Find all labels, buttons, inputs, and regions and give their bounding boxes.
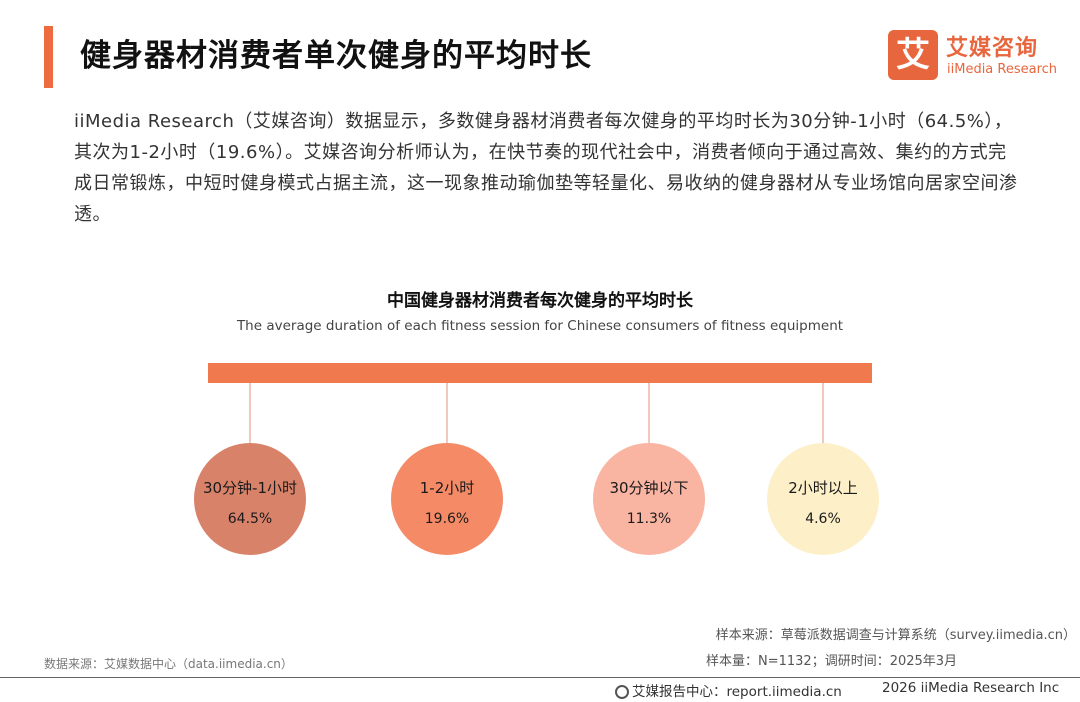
- title-accent-bar: [44, 26, 53, 88]
- bubble-value-label: 19.6%: [425, 511, 469, 527]
- bubble-value-label: 11.3%: [627, 511, 671, 527]
- bubble-category-label: 1-2小时: [420, 479, 475, 497]
- bubble: [194, 443, 306, 555]
- footer-divider: [0, 677, 1080, 678]
- sample-source: 样本来源：草莓派数据调查与计算系统（survey.iimedia.cn）: [715, 628, 1076, 643]
- iimedia-logo-icon: 艾: [888, 30, 938, 80]
- bubble-category-label: 30分钟以下: [609, 479, 688, 497]
- chart-title: 中国健身器材消费者每次健身的平均时长: [387, 291, 693, 311]
- globe-icon: [615, 685, 629, 699]
- bubble-value-label: 64.5%: [228, 511, 272, 527]
- report-center-text: 艾媒报告中心：report.iimedia.cn: [632, 684, 842, 700]
- data-source: 数据来源：艾媒数据中心（data.iimedia.cn）: [44, 657, 293, 671]
- chart-header-bar: [208, 363, 872, 383]
- logo-name-cn: 艾媒咨询: [946, 36, 1039, 61]
- logo-name-en: iiMedia Research: [947, 62, 1058, 77]
- bubble-chart: 30分钟-1小时 64.5% 1-2小时 19.6% 30分钟以下 11.3% 2小时以上 4…: [194, 363, 879, 555]
- bubble: [593, 443, 705, 555]
- footer-copyright: 2026 iiMedia Research Inc: [882, 680, 1060, 696]
- bubble: [391, 443, 503, 555]
- iimedia-logo: 艾 艾媒咨询 iiMedia Research: [888, 30, 1068, 82]
- page-title: 健身器材消费者单次健身的平均时长: [80, 38, 592, 74]
- bubble-category-label: 2小时以上: [788, 479, 858, 497]
- bubble-value-label: 4.6%: [805, 511, 841, 527]
- chart-subtitle: The average duration of each fitness ses…: [236, 318, 844, 334]
- description-paragraph: iiMedia Research（艾媒咨询）数据显示，多数健身器材消费者每次健身…: [74, 111, 1018, 225]
- sample-size: 样本量：N=1132；调研时间：2025年3月: [706, 654, 958, 669]
- bubble-category-label: 30分钟-1小时: [203, 479, 297, 497]
- footer-report-center: 艾媒报告中心：report.iimedia.cn: [615, 680, 842, 700]
- bubble: [767, 443, 879, 555]
